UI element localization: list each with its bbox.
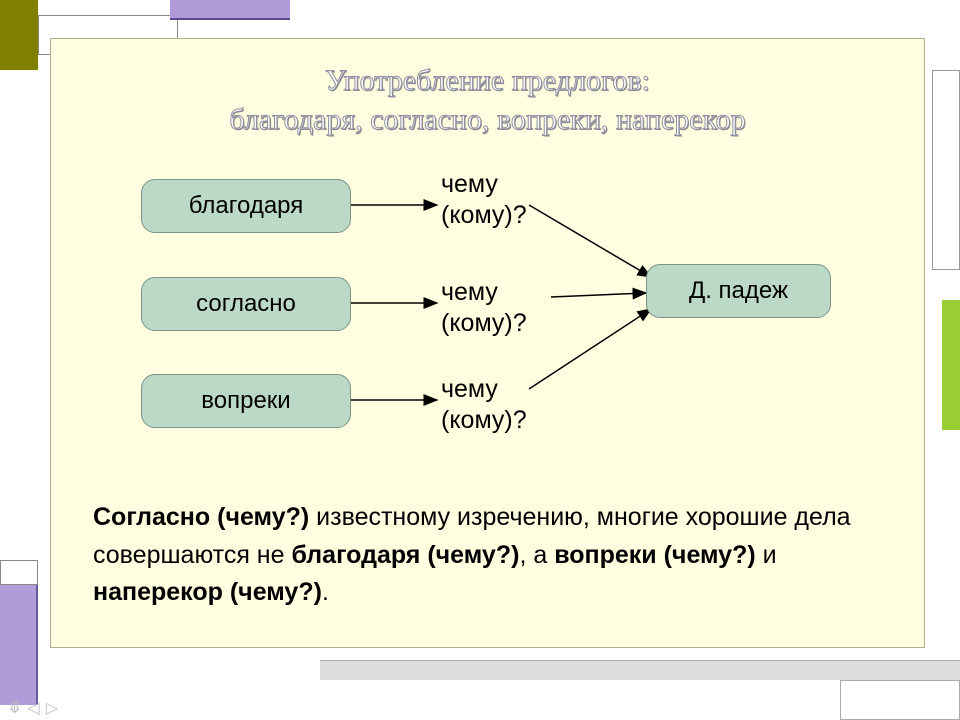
preposition-node-вопреки: вопреки [141, 374, 351, 428]
example-sentence: Согласно (чему?) известному изречению, м… [93, 499, 882, 612]
nav-next-icon[interactable]: ▷ [46, 698, 58, 718]
slide-canvas: Употребление предлогов: благодаря, согла… [50, 38, 925, 648]
example-bold: вопреки (чему?) [554, 541, 756, 569]
decor-left-purple [0, 585, 38, 705]
nav-prev-icon[interactable]: ◁ [27, 698, 39, 718]
decor-green-strip [942, 300, 960, 430]
question-text-1: чему(кому)? [441, 277, 527, 340]
decor-olive-block [0, 0, 38, 70]
example-text: . [322, 578, 329, 606]
question-text-2: чему(кому)? [441, 374, 527, 437]
case-node: Д. падеж [646, 264, 831, 318]
slide-title: Употребление предлогов: благодаря, согла… [51, 61, 924, 139]
decor-purple-strip [170, 0, 290, 20]
example-bold: наперекор (чему?) [93, 578, 322, 606]
example-bold: благодаря (чему?) [291, 541, 519, 569]
example-text: , а [519, 541, 554, 569]
slide-nav: ⤋ ◁ ▷ [8, 698, 58, 718]
nav-first-icon[interactable]: ⤋ [8, 698, 21, 718]
decor-left-white [0, 560, 38, 585]
example-bold: Согласно (чему?) [93, 503, 309, 531]
preposition-node-благодаря: благодаря [141, 179, 351, 233]
example-text: и [756, 541, 777, 569]
decor-bottom-gray [320, 660, 960, 680]
title-line1: Употребление предлогов: [51, 61, 924, 100]
question-text-0: чему(кому)? [441, 169, 527, 232]
preposition-node-согласно: согласно [141, 277, 351, 331]
preposition-diagram: благодаря согласно вопреки чему(кому)? чему(… [51, 169, 924, 479]
decor-bottom-right [840, 680, 960, 720]
title-line2: благодаря, согласно, вопреки, наперекор [51, 100, 924, 139]
decor-right-block [932, 70, 960, 270]
